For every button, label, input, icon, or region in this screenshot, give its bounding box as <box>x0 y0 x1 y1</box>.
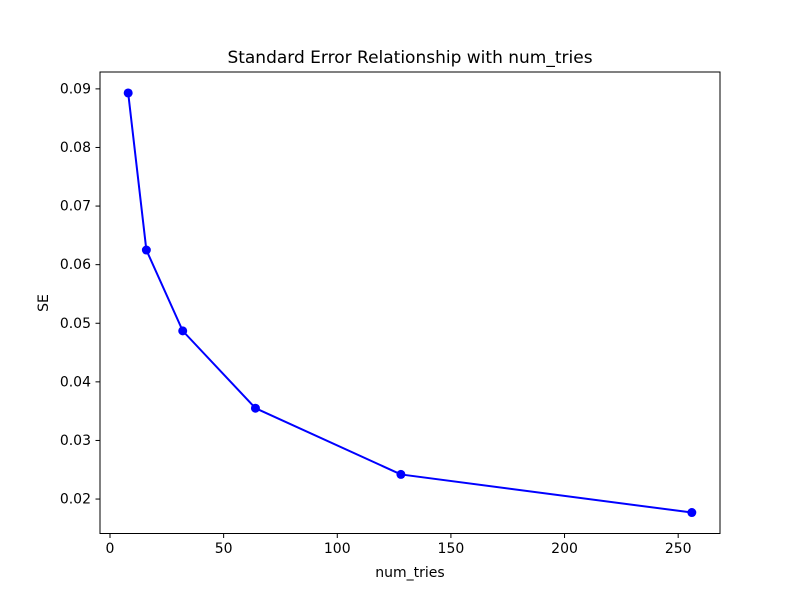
x-tick-label: 200 <box>551 541 578 557</box>
y-tick-label: 0.03 <box>60 433 91 449</box>
data-line <box>127 92 692 514</box>
y-tick-label: 0.06 <box>60 257 91 273</box>
y-tick-label: 0.09 <box>60 81 91 97</box>
y-tick-label: 0.04 <box>60 374 91 390</box>
data-point <box>123 88 133 98</box>
axis-ticks <box>95 88 679 538</box>
x-tick-label: 50 <box>215 541 233 557</box>
plot-area-border <box>99 71 721 534</box>
x-tick-label: 0 <box>106 541 115 557</box>
data-point <box>178 326 188 336</box>
y-axis-label: SE <box>36 294 52 312</box>
x-tick-label: 150 <box>438 541 465 557</box>
x-tick-label: 100 <box>324 541 351 557</box>
data-point <box>250 403 260 413</box>
y-tick-label: 0.02 <box>60 492 91 508</box>
axis-tick-labels: 0 50 100 150 200 250 0.02 0.03 0.04 0.05 0.06 0.07 0… <box>60 81 692 557</box>
y-tick-label: 0.08 <box>60 140 91 156</box>
data-point <box>396 469 406 479</box>
chart-title: Standard Error Relationship with num_tri… <box>227 48 592 68</box>
data-point <box>687 508 697 518</box>
x-axis-label: num_tries <box>375 565 444 581</box>
data-point <box>141 245 151 255</box>
data-series <box>123 88 697 518</box>
y-tick-label: 0.07 <box>60 199 91 215</box>
y-tick-label: 0.05 <box>60 316 91 332</box>
x-tick-label: 250 <box>665 541 692 557</box>
